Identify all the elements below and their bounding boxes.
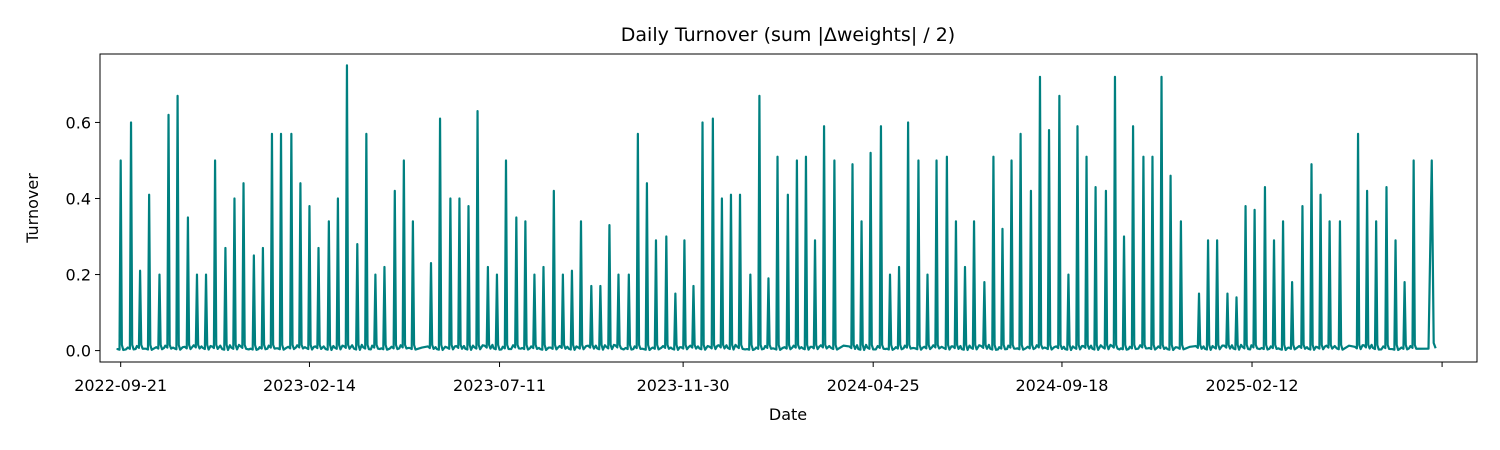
y-axis-label: Turnover <box>23 173 42 244</box>
turnover-series-line <box>116 64 1437 352</box>
x-tick-label: 2022-09-21 <box>74 376 167 395</box>
x-tick-label: 2023-07-11 <box>453 376 546 395</box>
x-tick-label: 2025-02-12 <box>1206 376 1299 395</box>
y-tick-label: 0.0 <box>66 342 91 361</box>
x-tick-label: 2024-09-18 <box>1015 376 1108 395</box>
y-tick-label: 0.4 <box>66 189 91 208</box>
x-tick-label: 2023-02-14 <box>263 376 356 395</box>
x-tick-label: 2023-11-30 <box>637 376 730 395</box>
y-tick-label: 0.2 <box>66 266 91 285</box>
x-axis-label: Date <box>769 405 807 424</box>
y-tick-label: 0.6 <box>66 113 91 132</box>
plot-frame <box>99 53 1478 363</box>
plot-area: 0.0 0.2 0.4 0.6 2022-09-21 2023-02-14 2023-07-… <box>66 53 1478 395</box>
chart-title: Daily Turnover (sum |Δweights| / 2) <box>621 24 955 46</box>
x-tick-label: 2024-04-25 <box>827 376 920 395</box>
